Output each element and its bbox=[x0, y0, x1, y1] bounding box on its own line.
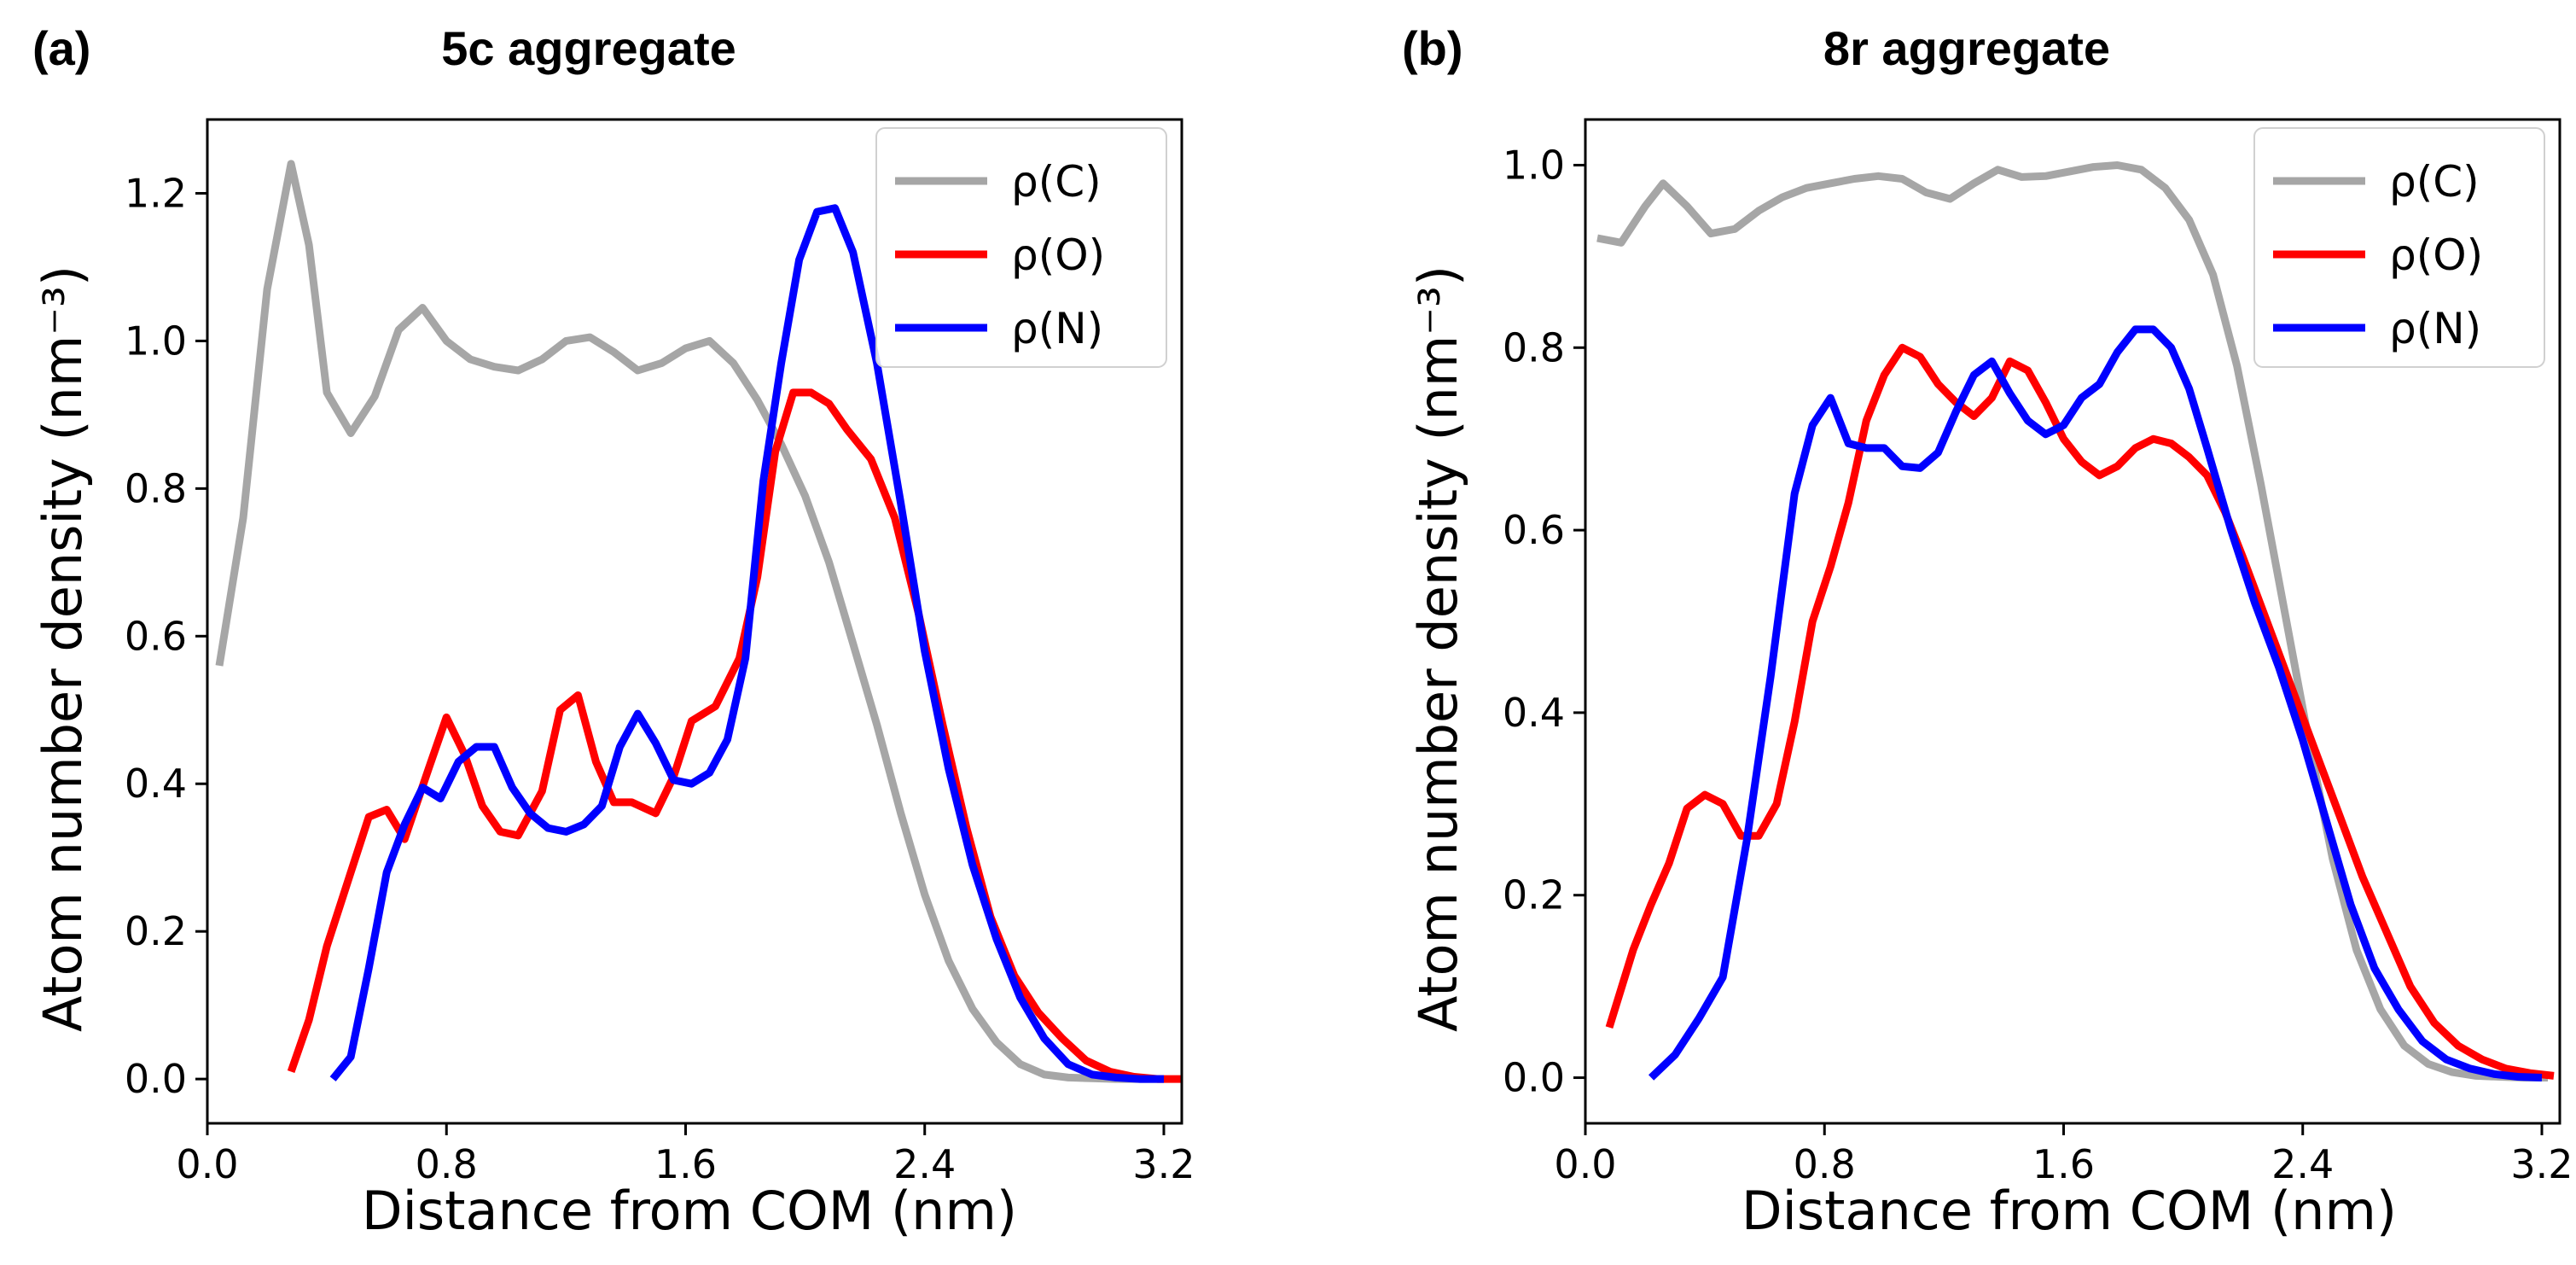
series-line-n bbox=[329, 204, 1164, 1083]
x-tick-label: 3.2 bbox=[1132, 1141, 1195, 1187]
panel-b: (b) 8r aggregate 0.0 0.8 1.6 2.4 3.20.00.20.… bbox=[1402, 21, 2573, 1242]
legend: ρ(C) ρ(O) ρ(N) bbox=[875, 127, 1167, 368]
series-line-c bbox=[1596, 161, 2548, 1081]
panel-label: (b) bbox=[1402, 21, 1463, 75]
y-tick-label: 0.8 bbox=[125, 465, 187, 511]
y-tick-label: 1.2 bbox=[125, 170, 187, 216]
legend-label: ρ(C) bbox=[1011, 157, 1102, 207]
y-axis-label: Atom number density (nm⁻³) bbox=[32, 265, 94, 1032]
series-line-c bbox=[215, 160, 1164, 1083]
x-tick-label: 2.4 bbox=[2271, 1141, 2334, 1187]
legend-box bbox=[2253, 127, 2545, 368]
y-tick-label: 1.0 bbox=[125, 318, 187, 364]
x-tick-label: 0.0 bbox=[176, 1141, 238, 1187]
series-line-o bbox=[287, 388, 1182, 1083]
x-tick-label: 0.0 bbox=[1554, 1141, 1616, 1187]
y-tick-label: 0.2 bbox=[1503, 872, 1565, 918]
y-tick-label: 0.2 bbox=[125, 908, 187, 954]
plot-frame bbox=[206, 118, 1183, 1125]
x-tick-label: 0.8 bbox=[1794, 1141, 1856, 1187]
legend-label: ρ(O) bbox=[1011, 230, 1105, 280]
axes: 0.0 0.8 1.6 2.4 3.2 0.0 0.2 0.4 0.6 0.8 1.0 1.2 ρ(C)… bbox=[125, 118, 1195, 1187]
panel-label: (a) bbox=[32, 21, 90, 75]
y-tick-label: 1.0 bbox=[1503, 142, 1565, 188]
x-tick-label: 0.8 bbox=[416, 1141, 478, 1187]
y-tick-label: 0.0 bbox=[1503, 1055, 1565, 1101]
x-tick-label: 2.4 bbox=[893, 1141, 956, 1187]
y-tick-label: 0.8 bbox=[1503, 324, 1565, 370]
y-tick-label: 0.4 bbox=[125, 761, 187, 807]
y-tick-label: 0.6 bbox=[125, 613, 187, 659]
legend-label: ρ(O) bbox=[2389, 230, 2483, 280]
legend-label: ρ(N) bbox=[2389, 304, 2481, 353]
axes: 0.0 0.8 1.6 2.4 3.2 0.0 0.2 0.4 0.6 0.8 1.0 ρ(C) ρ(O… bbox=[1503, 118, 2573, 1187]
y-axis-label: Atom number density (nm⁻³) bbox=[1407, 265, 1469, 1032]
x-axis-label: Distance from COM (nm) bbox=[362, 1180, 1017, 1242]
legend-label: ρ(C) bbox=[2389, 157, 2480, 207]
x-tick-label: 3.2 bbox=[2510, 1141, 2573, 1187]
y-tick-label: 0.6 bbox=[1503, 507, 1565, 553]
legend-box bbox=[875, 127, 1167, 368]
legend: ρ(C) ρ(O) ρ(N) bbox=[2253, 127, 2545, 368]
y-tick-label: 0.4 bbox=[1503, 690, 1565, 736]
x-axis-label: Distance from COM (nm) bbox=[1742, 1180, 2397, 1242]
plot-frame bbox=[1584, 118, 2561, 1125]
x-tick-label: 1.6 bbox=[654, 1141, 717, 1187]
panel-a: (a) 5c aggregate 0.0 0.8 1.6 2.4 3.20.00.20.… bbox=[32, 21, 1195, 1242]
chart-title: 8r aggregate bbox=[1823, 21, 2110, 75]
series-line-o bbox=[1605, 343, 2555, 1080]
y-tick-label: 0.0 bbox=[125, 1056, 187, 1102]
legend-label: ρ(N) bbox=[1011, 304, 1103, 353]
chart-title: 5c aggregate bbox=[441, 21, 736, 75]
series-line-n bbox=[1648, 325, 2543, 1081]
x-tick-label: 1.6 bbox=[2032, 1141, 2095, 1187]
